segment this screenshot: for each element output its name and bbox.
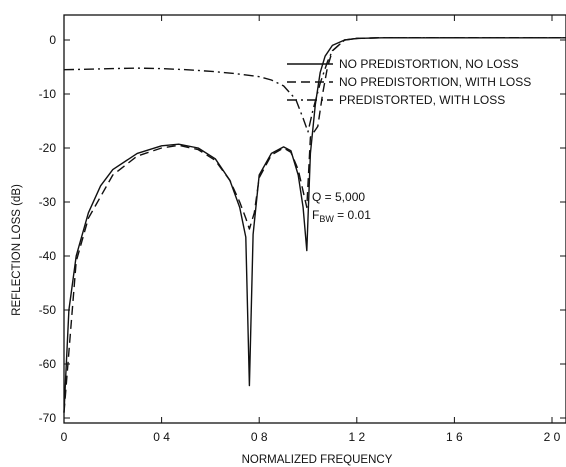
legend-label-1: NO PREDISTORTION, NO LOSS bbox=[339, 57, 519, 71]
x-axis-label: NORMALIZED FREQUENCY bbox=[242, 454, 393, 466]
tick-labels: 00 40 81 21 62 02 42 80-10-20-30-40-50-6… bbox=[39, 33, 561, 444]
y-tick-label: -10 bbox=[39, 87, 57, 101]
y-axis-label: REFLECTION LOSS (dB) bbox=[11, 184, 23, 316]
plot-frame bbox=[63, 14, 566, 424]
y-tick-label: -30 bbox=[39, 195, 57, 209]
y-tick-label: 0 bbox=[49, 33, 56, 47]
y-tick-label: -40 bbox=[39, 249, 57, 263]
series-layer bbox=[63, 37, 566, 413]
y-tick-label: -50 bbox=[39, 303, 57, 317]
x-tick-label: 0 bbox=[61, 430, 68, 444]
x-tick-label: 1 6 bbox=[446, 430, 463, 444]
legend-label-3: PREDISTORTED, WITH LOSS bbox=[339, 93, 505, 107]
tick-marks bbox=[63, 15, 566, 423]
series-line-3 bbox=[63, 37, 566, 133]
y-tick-label: -60 bbox=[39, 357, 57, 371]
x-tick-label: 2 0 bbox=[544, 430, 561, 444]
legend: NO PREDISTORTION, NO LOSS NO PREDISTORTIO… bbox=[287, 57, 531, 107]
annotation-block: Q = 5,000 FBW = 0.01 bbox=[312, 190, 371, 224]
series-line-2 bbox=[63, 37, 566, 413]
y-tick-label: -70 bbox=[39, 411, 57, 425]
y-tick-label: -20 bbox=[39, 141, 57, 155]
x-tick-label: 0 4 bbox=[153, 430, 170, 444]
annotation-fbw: FBW = 0.01 bbox=[312, 208, 371, 224]
x-tick-label: 0 8 bbox=[251, 430, 268, 444]
x-tick-label: 1 2 bbox=[348, 430, 365, 444]
legend-label-2: NO PREDISTORTION, WITH LOSS bbox=[339, 75, 531, 89]
annotation-q: Q = 5,000 bbox=[312, 190, 365, 204]
